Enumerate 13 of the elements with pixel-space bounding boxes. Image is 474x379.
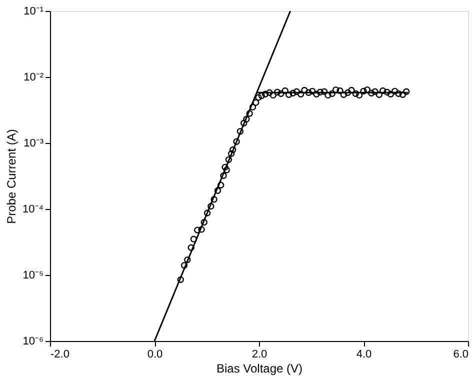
- x-tick-label: 0.0: [147, 348, 163, 360]
- y-tick-label: 10⁻¹: [24, 6, 44, 18]
- x-tick-label: -2.0: [50, 348, 70, 360]
- x-axis-title: Bias Voltage (V): [216, 362, 303, 376]
- y-tick-label: 10⁻⁵: [22, 270, 44, 282]
- x-tick-label: 4.0: [356, 348, 372, 360]
- y-axis-title: Probe Current (A): [4, 129, 19, 224]
- x-tick-label: 2.0: [252, 348, 268, 360]
- y-tick-label: 10⁻³: [24, 138, 44, 150]
- x-tick-label: 6.0: [453, 348, 468, 360]
- y-tick-label: 10⁻⁴: [22, 204, 44, 216]
- y-tick-label: 10⁻²: [24, 72, 44, 84]
- y-tick-label: 10⁻⁶: [22, 336, 44, 348]
